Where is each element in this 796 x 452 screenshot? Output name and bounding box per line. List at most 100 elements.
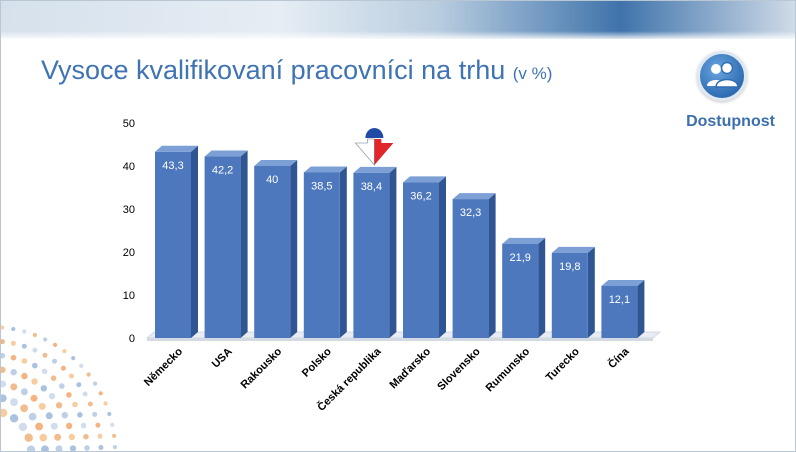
decorative-dot [24,433,33,442]
data-label: 43,3 [162,160,183,172]
x-tick-label: Německo [142,345,185,388]
decorative-dot [1,408,8,418]
bar-front [254,166,291,338]
decorative-dot [1,339,5,345]
decorative-dot [55,445,63,451]
slide-title: Vysoce kvalifikovaní pracovníci na trhu … [41,55,552,86]
x-tick-label: Slovensko [435,345,483,393]
decorative-dot [84,445,90,451]
decorative-dot [21,372,28,380]
bar-top [551,246,595,253]
flag-arrow-icon [354,128,394,167]
decorative-dot [60,365,66,371]
decorative-dot [50,422,58,430]
decorative-dot [48,393,56,400]
decorative-dot [41,368,48,375]
x-tick-label: Čína [605,344,632,371]
decorative-dot [42,352,48,358]
bar-side [637,279,645,338]
x-tick-label: Rumunsko [484,345,533,394]
y-tick-label: 50 [123,118,135,130]
decorative-dot [10,340,16,346]
decorative-dot [87,401,93,407]
decorative-dot [32,362,38,369]
decorative-dot [32,347,38,353]
x-tick-label: Maďarsko [387,345,433,391]
value-labels: 43,3 42,2 40 38,5 38,4 36,2 32,3 21,9 19,8 12,1 [162,160,630,306]
decorative-dot [107,411,112,417]
decorative-dot [112,445,117,450]
decorative-dot [41,445,49,451]
x-tick-label: Polsko [300,345,334,379]
decorative-dot [59,383,65,389]
bar [254,160,298,338]
bar-front [155,151,191,338]
decorative-dot [9,414,19,423]
data-label: 12,1 [609,294,630,306]
flag-arrow-red [374,139,394,165]
decorative-dot [20,404,28,413]
decorative-dot [69,445,77,451]
bar-side [389,166,397,338]
decorative-dot [83,433,89,440]
decorative-dot [97,433,103,439]
bar-top [452,193,496,200]
decorative-dot [66,392,72,398]
bar-side [488,193,496,338]
decorative-dot [62,349,67,354]
badge-label: Dostupnost [686,113,775,130]
decorative-dot [21,358,28,364]
x-tick-label: USA [210,346,235,371]
decorative-dot [55,402,63,409]
bar-top [403,176,446,183]
decorative-dot [35,422,43,431]
y-axis: 0 10 20 30 40 50 [123,118,135,345]
bar [353,166,397,338]
bar [452,193,496,338]
bar [601,279,645,338]
decorative-dot [103,401,108,406]
decorative-dot [1,366,6,373]
decorative-dot [95,422,101,428]
slide-title-main: Vysoce kvalifikovaní pracovníci na trhu [41,55,506,85]
data-label: 38,5 [311,180,332,192]
decorative-dot [1,380,7,388]
x-tick-label: Turecko [544,345,582,383]
decorative-dot [72,401,78,408]
bar-top [502,237,546,244]
bar-front [353,172,390,338]
bar-front [452,199,489,338]
bar-top [601,279,645,286]
decorative-dot [30,394,38,402]
bar-front [303,172,340,338]
decorative-dot [98,445,104,450]
bar-top [303,166,347,173]
decorative-dot [54,433,62,441]
y-tick-label: 30 [123,204,135,216]
decorative-dot [10,398,18,406]
decorative-dot [71,356,76,361]
bar [403,176,446,338]
y-tick-label: 20 [123,247,135,259]
data-label: 42,2 [212,165,233,177]
flag-arrow-blue [365,128,384,138]
data-label: 36,2 [410,190,431,202]
decorative-dot [40,385,47,392]
bar [303,166,347,338]
data-label: 40 [266,174,278,186]
y-tick-label: 10 [123,290,135,302]
decorative-dot [80,422,87,429]
bars [155,145,645,338]
decorative-dot [61,412,68,419]
decorative-dot [39,433,48,442]
data-label: 38,4 [361,181,382,193]
decorative-dot [1,325,5,330]
y-tick-label: 0 [129,333,135,345]
decorative-dot [45,412,53,420]
bar-side [439,176,446,338]
bar-top [353,166,397,173]
bar-front [502,243,539,338]
bar-side [191,145,198,338]
